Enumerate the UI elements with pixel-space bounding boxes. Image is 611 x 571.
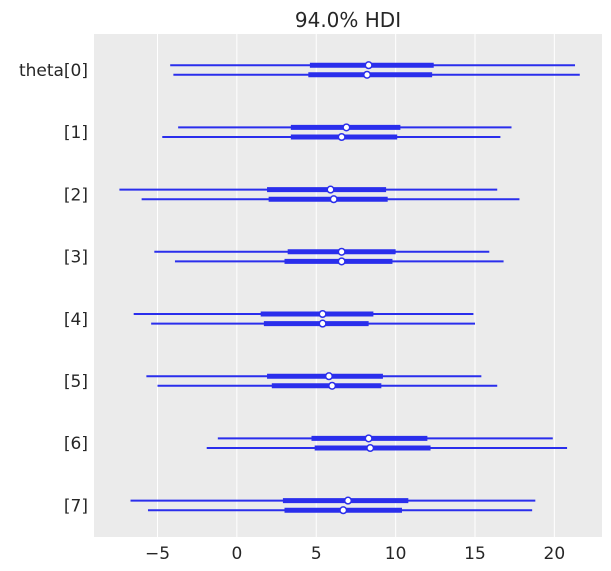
median-point [364,434,373,443]
x-tick-label: 0 [231,544,242,564]
x-tick-label: −5 [145,544,170,564]
y-tick-label: [6] [64,434,88,454]
y-tick-label: [4] [64,310,88,330]
median-point [329,195,338,204]
x-tick-label: 20 [544,544,566,564]
median-point [339,506,348,515]
median-point [337,247,346,256]
median-point [324,372,334,381]
hdi-marks [119,61,580,515]
x-tick-label: 15 [464,544,486,564]
x-tick-labels: −5 0 5 10 15 20 [145,544,565,564]
y-tick-labels: theta[0] [1] [2] [3] [4] [5] [6] [7] [19,61,88,516]
median-point [318,319,327,328]
median-point [343,496,353,505]
median-point [366,443,375,453]
median-point [337,132,346,142]
median-point [328,381,337,390]
median-point [364,61,373,70]
grid-lines [157,34,555,537]
median-point [363,70,372,79]
y-tick-label: [1] [64,123,88,143]
y-tick-label: [5] [64,372,88,392]
y-tick-label: [3] [64,248,88,268]
chart-title: 94.0% HDI [295,8,401,32]
median-point [318,309,327,319]
plot-area [94,34,602,537]
x-tick-label: 5 [311,544,322,564]
median-point [342,123,351,132]
y-tick-label: theta[0] [19,61,88,81]
y-tick-label: [2] [64,185,88,205]
y-tick-label: [7] [64,496,88,516]
median-point [337,257,346,266]
median-point [326,185,335,194]
x-tick-label: 10 [385,544,407,564]
